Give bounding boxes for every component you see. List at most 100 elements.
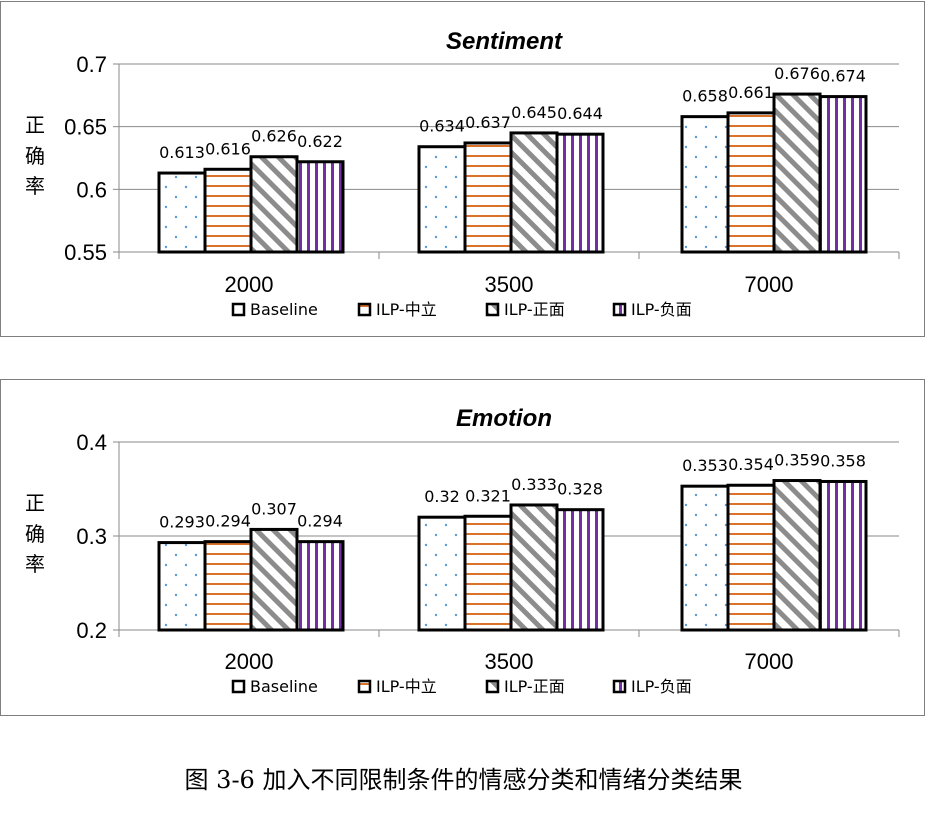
figure-caption: 图 3-6 加入不同限制条件的情感分类和情绪分类结果: [184, 766, 743, 794]
bar: [509, 131, 559, 254]
y-tick-label: 0.3: [76, 524, 107, 549]
bar: [680, 115, 730, 254]
legend-label: ILP-负面: [631, 300, 692, 319]
data-label: 0.613: [159, 143, 205, 162]
bar: [818, 95, 868, 254]
data-label: 0.645: [511, 103, 557, 122]
y-tick-label: 0.2: [76, 618, 107, 643]
x-tick-label: 2000: [225, 649, 274, 674]
y-axis-label: 正确率: [25, 113, 45, 198]
y-tick-label: 0.55: [64, 240, 107, 265]
legend-label: Baseline: [250, 677, 318, 696]
y-tick-label: 0.7: [76, 52, 107, 77]
bar: [680, 484, 730, 632]
legend-item: ILP-正面: [485, 677, 565, 696]
bar: [463, 514, 513, 632]
x-tick-label: 2000: [225, 272, 274, 297]
data-label: 0.634: [419, 117, 465, 136]
data-label: 0.294: [205, 512, 251, 531]
bar: [463, 141, 513, 254]
data-label: 0.32: [424, 487, 460, 506]
data-label: 0.307: [251, 499, 297, 518]
bar: [772, 479, 822, 632]
svg-text:率: 率: [25, 552, 45, 576]
legend: Baseline ILP-中立 ILP-正面 ILP-负面: [231, 300, 692, 319]
bar: [249, 527, 299, 632]
legend-swatch: [231, 679, 246, 694]
legend-label: ILP-正面: [504, 300, 565, 319]
bar: [203, 167, 253, 254]
legend-swatch: [485, 679, 500, 694]
legend-swatch: [612, 679, 627, 694]
legend-label: ILP-中立: [376, 300, 437, 319]
legend-swatch: [357, 302, 372, 317]
y-tick-label: 0.4: [76, 430, 107, 455]
legend-item: Baseline: [231, 300, 318, 319]
sentiment-chart-panel: Sentiment 正确率 0.7 0.65 0.6 0.55 0.613 0.616 0.62…: [0, 1, 925, 337]
data-label: 0.359: [774, 451, 820, 470]
y-axis-label: 正确率: [25, 491, 45, 576]
emotion-chart-panel: Emotion 正确率 0.4 0.3 0.2 0.293 0.294 0.307 0.294 2…: [0, 379, 925, 716]
data-label: 0.626: [251, 127, 297, 146]
svg-text:正: 正: [25, 491, 45, 515]
bar: [772, 92, 822, 254]
chart-title: Emotion: [456, 405, 552, 432]
data-label: 0.622: [297, 132, 343, 151]
x-tick-label: 7000: [745, 272, 794, 297]
data-label: 0.353: [682, 456, 728, 475]
legend-item: ILP-负面: [612, 677, 692, 696]
legend-item: ILP-正面: [485, 300, 565, 319]
bar: [555, 508, 605, 632]
bar: [295, 540, 345, 632]
legend-item: ILP-中立: [357, 677, 437, 696]
svg-text:正: 正: [25, 113, 45, 137]
x-tick-label: 3500: [485, 649, 534, 674]
bar: [249, 155, 299, 254]
bar: [726, 483, 776, 632]
bar: [295, 160, 345, 254]
bar: [417, 145, 467, 254]
legend-label: ILP-负面: [631, 677, 692, 696]
legend-label: ILP-正面: [504, 677, 565, 696]
legend-item: ILP-负面: [612, 300, 692, 319]
data-label: 0.676: [774, 64, 820, 83]
data-label: 0.658: [682, 87, 728, 106]
x-tick-label: 7000: [745, 649, 794, 674]
legend-label: ILP-中立: [376, 677, 437, 696]
data-label: 0.321: [465, 486, 511, 505]
data-label: 0.661: [728, 83, 774, 102]
y-tick-label: 0.6: [76, 177, 107, 202]
data-label: 0.333: [511, 475, 557, 494]
data-label: 0.328: [557, 480, 603, 499]
bar: [203, 540, 253, 632]
svg-text:确: 确: [25, 144, 45, 168]
legend-swatch: [485, 302, 500, 317]
bar: [157, 171, 207, 254]
legend-swatch: [612, 302, 627, 317]
data-label: 0.354: [728, 455, 774, 474]
svg-text:率: 率: [25, 174, 45, 198]
chart-title: Sentiment: [446, 28, 563, 55]
svg-text:确: 确: [25, 522, 45, 546]
bar: [509, 503, 559, 632]
bar: [818, 479, 868, 632]
data-label: 0.674: [820, 67, 866, 86]
data-label: 0.294: [297, 512, 343, 531]
bar: [417, 515, 467, 632]
data-label: 0.616: [205, 139, 251, 158]
legend-swatch: [231, 302, 246, 317]
data-label: 0.358: [820, 451, 866, 470]
legend: Baseline ILP-中立 ILP-正面 ILP-负面: [231, 677, 692, 696]
data-label: 0.644: [557, 104, 603, 123]
y-tick-label: 0.65: [64, 115, 107, 140]
legend-label: Baseline: [250, 300, 318, 319]
x-tick-label: 3500: [485, 272, 534, 297]
legend-item: ILP-中立: [357, 300, 437, 319]
bar: [157, 541, 207, 632]
legend-swatch: [357, 679, 372, 694]
data-label: 0.637: [465, 113, 511, 132]
bar: [726, 111, 776, 254]
legend-item: Baseline: [231, 677, 318, 696]
